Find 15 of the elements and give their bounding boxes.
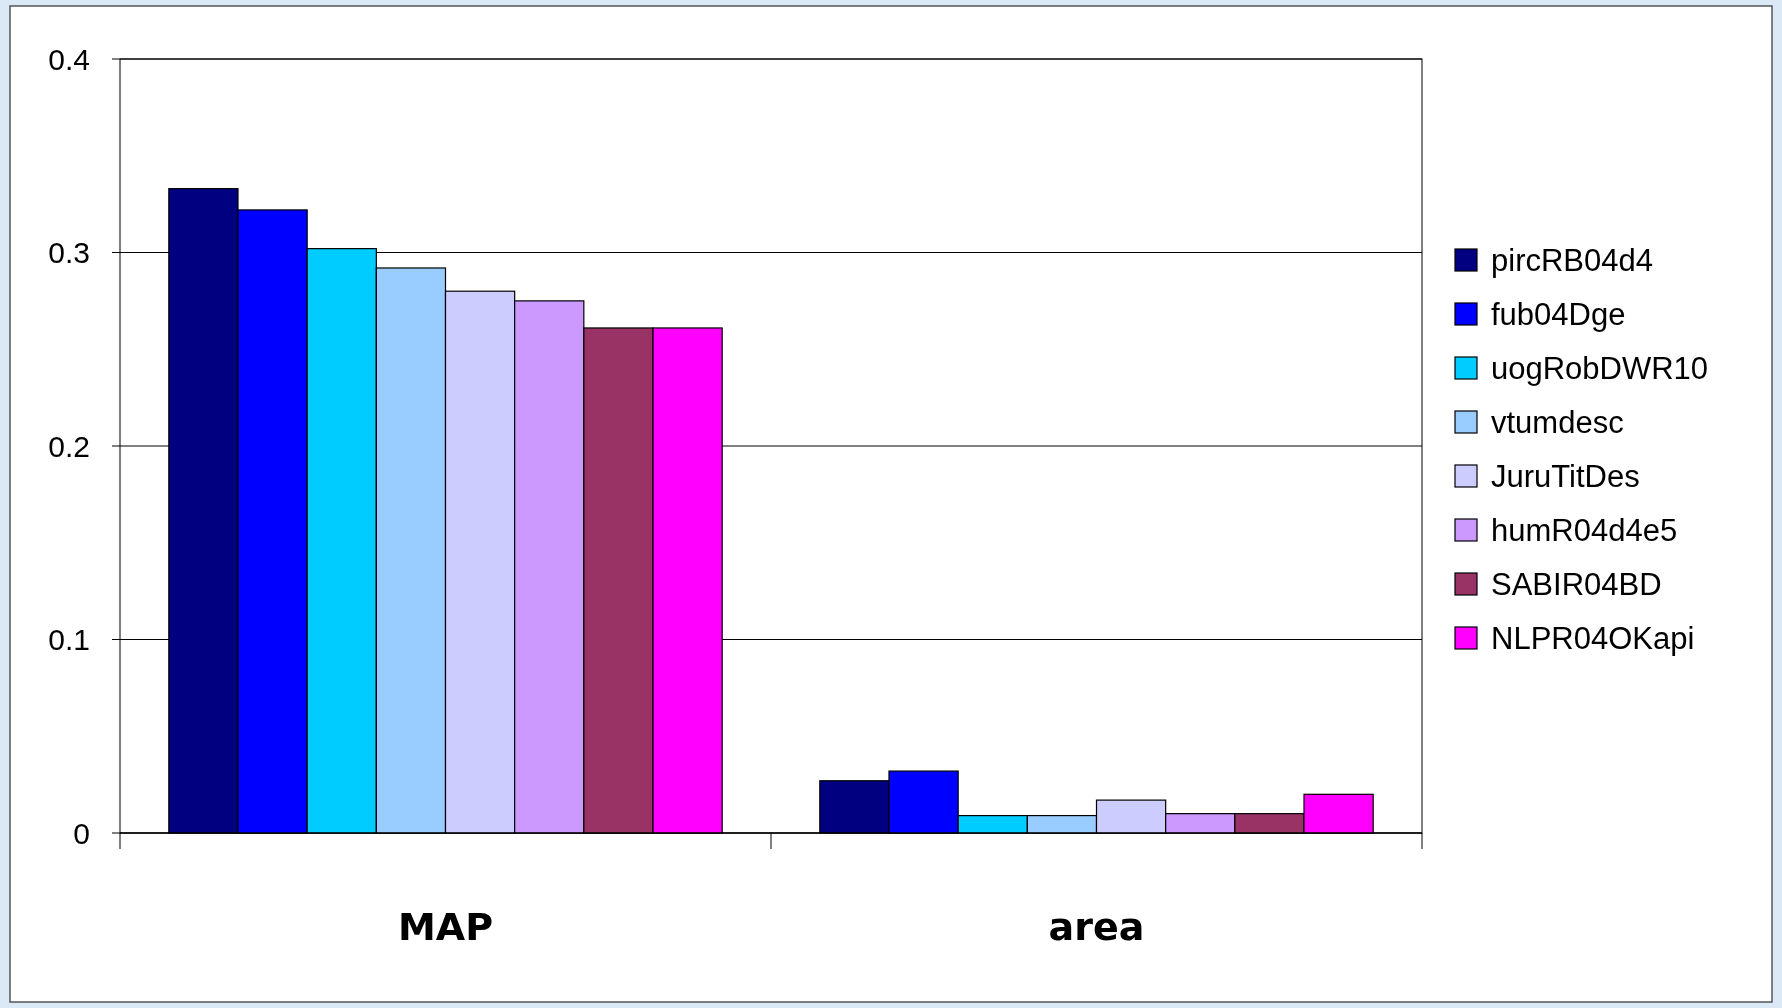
legend-label: fub04Dge <box>1491 296 1626 332</box>
y-tick-label: 0.3 <box>48 236 90 269</box>
legend-label: vtumdesc <box>1491 404 1624 440</box>
legend-label: SABIR04BD <box>1491 566 1662 602</box>
legend-label: humR04d4e5 <box>1491 512 1678 548</box>
legend-label: JuruTitDes <box>1491 458 1640 494</box>
x-tick-label: area <box>1048 905 1145 949</box>
legend-label: uogRobDWR10 <box>1491 350 1709 386</box>
legend-label: NLPR04OKapi <box>1491 620 1695 656</box>
legend-label: pircRB04d4 <box>1491 242 1653 278</box>
x-tick-label: MAP <box>397 905 494 949</box>
y-tick-label: 0.1 <box>48 623 90 656</box>
y-tick-label: 0 <box>73 816 90 850</box>
y-tick-label: 0.2 <box>48 429 90 463</box>
y-tick-label: 0.4 <box>48 42 90 76</box>
